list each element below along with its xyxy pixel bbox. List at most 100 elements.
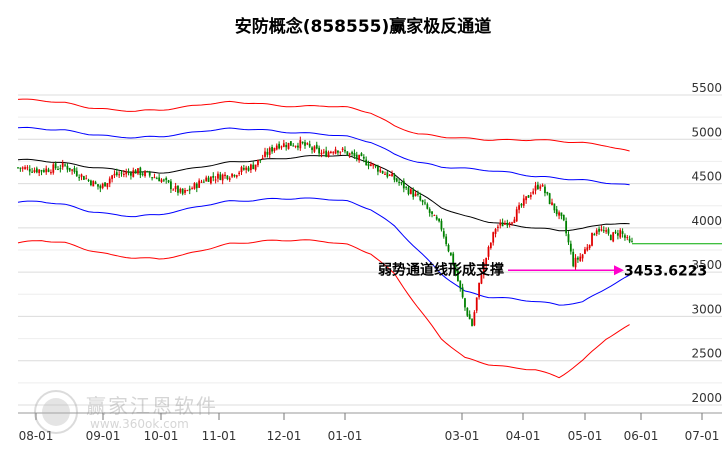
watermark-url: www.360ok.com [90,417,189,431]
x-tick-label: 11-01 [202,429,237,443]
candle-body [560,212,563,216]
candle-body [473,312,476,326]
candle-body [381,171,384,174]
candle-body [184,190,186,193]
candle-body [539,186,542,189]
x-tick-label: 04-01 [506,429,541,443]
candle-body [471,319,473,326]
candle-body [158,177,161,182]
candle-body [487,247,490,257]
candle-body [574,257,577,268]
candle-body [111,175,113,179]
candle-body [287,142,290,149]
candle-body [228,178,231,180]
candle-body [210,176,212,184]
candle-body [38,169,41,173]
candle-body [24,167,26,169]
candle-body [57,169,59,171]
candle-body [468,314,471,320]
channel-bands [17,98,630,379]
candle-body [562,215,565,221]
candle-body [407,187,410,195]
candle-body [607,229,610,234]
candle-body [226,175,229,179]
candle-body [555,209,558,215]
candle-body [186,190,189,192]
candle-body [449,252,452,256]
y-tick-label: 3500 [691,258,722,272]
y-tick-label: 5500 [691,81,722,95]
candle-body [92,180,95,187]
candle-body [508,222,511,224]
candle-body [595,230,598,235]
candle-body [47,169,50,172]
candle-body [273,147,276,152]
candle-body [52,164,55,173]
candle-body [360,153,363,157]
candle-body [108,178,111,184]
candle-body [162,179,165,181]
candle-body [628,238,631,242]
candle-body [33,170,36,173]
candle-body [75,170,78,176]
x-tick-label: 03-01 [445,429,480,443]
candle-body [179,188,182,193]
candle-body [362,156,365,159]
support-annotation: 弱势通道线形成支撑 3453.6223 [378,261,707,279]
candle-body [621,231,624,234]
candle-body [219,174,222,180]
candle-body [195,183,198,189]
candle-body [567,234,570,243]
candle-body [334,149,337,154]
candle-body [419,196,422,201]
candle-body [353,152,356,157]
candle-body [214,179,217,181]
candle-body [591,232,593,246]
candle-body [374,165,377,167]
candle-body [134,170,137,174]
candle-body [278,143,281,149]
candle-body [306,143,309,145]
candle-body [141,173,144,175]
candle-body [64,164,66,166]
candle-body [511,222,513,224]
candle-body [104,182,106,187]
x-tick-label: 09-01 [86,429,121,443]
candle-body [614,231,617,233]
candle-body [388,174,391,176]
candle-body [527,195,530,198]
candle-body [478,282,480,298]
candle-body [132,170,135,177]
candle-body [268,148,271,155]
candle-body [254,164,257,170]
candle-body [212,175,215,178]
candle-body [494,229,497,234]
candle-body [17,167,19,169]
candle-body [78,177,81,179]
band-middle [17,154,630,232]
candle-body [386,172,389,177]
annotation-value: 3453.6223 [624,263,707,279]
candle-body [174,186,177,190]
candle-body [358,154,361,161]
candle-body [177,185,179,193]
candle-body [235,175,238,177]
candle-body [624,235,626,238]
candle-body [318,147,321,154]
candle-body [548,193,551,205]
candle-body [329,151,332,153]
candle-body [42,170,45,172]
candle-body [602,230,605,232]
candle-body [146,171,149,173]
candle-body [452,253,455,266]
candle-body [245,167,248,170]
candle-body [113,173,116,176]
candle-body [261,157,264,160]
candle-body [400,182,403,184]
candle-body [304,142,306,146]
candle-body [612,232,615,242]
candle-body [485,257,488,265]
candle-body [167,180,170,183]
